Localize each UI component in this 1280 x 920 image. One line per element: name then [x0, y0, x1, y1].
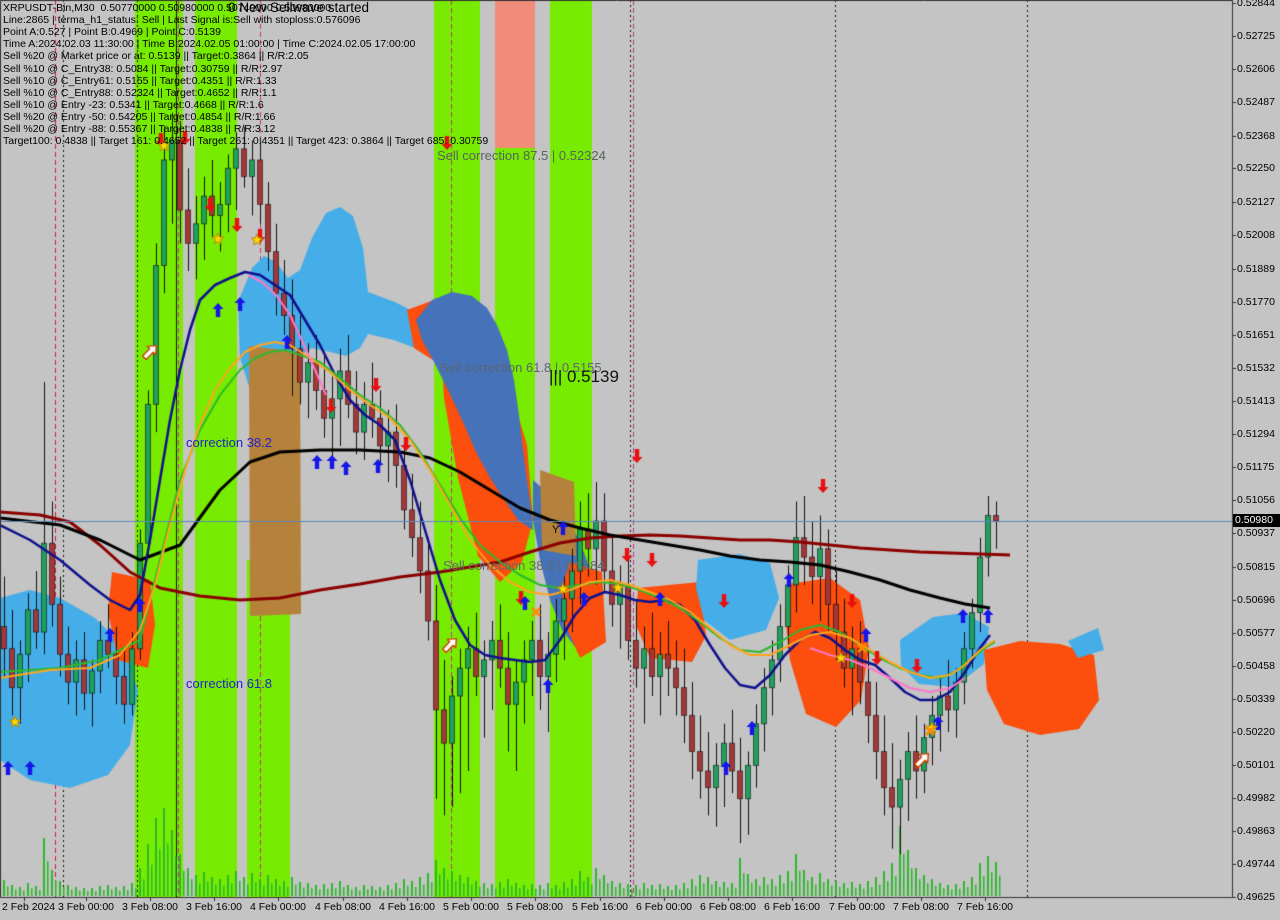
price-chart-canvas[interactable] [0, 0, 1280, 920]
trading-chart-window: XRPUSDT-Bin,M30 0.50770000 0.50980000 0.… [0, 0, 1280, 920]
